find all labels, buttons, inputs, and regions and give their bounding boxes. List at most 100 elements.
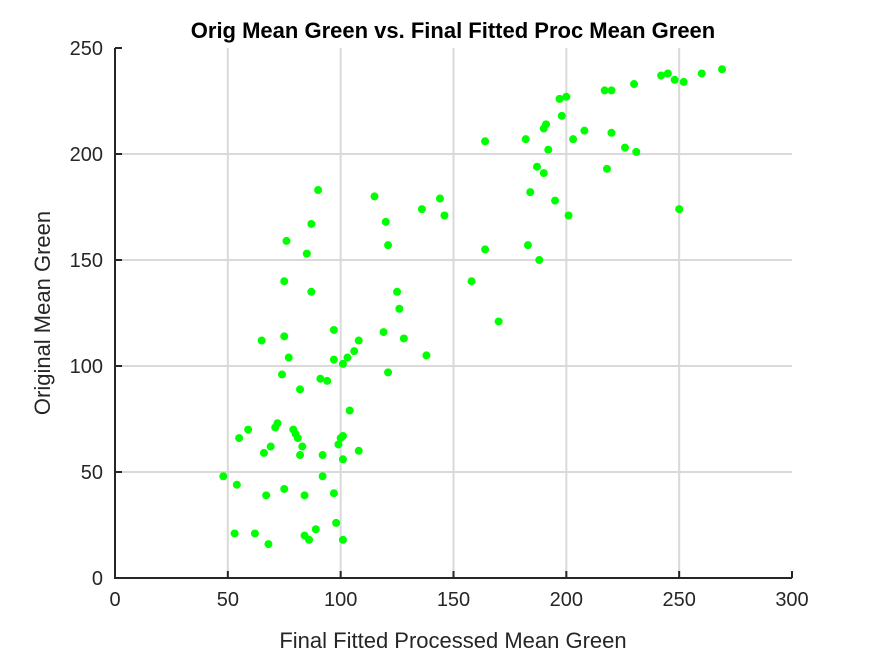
data-point: [338, 431, 347, 440]
data-point: [338, 535, 347, 544]
data-point: [332, 518, 341, 527]
data-point: [663, 69, 672, 78]
data-point: [467, 277, 476, 286]
data-point: [679, 77, 688, 86]
data-point: [395, 304, 404, 313]
data-point: [526, 188, 535, 197]
data-point: [250, 529, 259, 538]
y-tick-label: 100: [70, 356, 103, 378]
data-point: [257, 336, 266, 345]
data-point: [343, 353, 352, 362]
data-point: [523, 241, 532, 250]
data-point: [562, 92, 571, 101]
data-point: [280, 277, 289, 286]
data-point: [435, 194, 444, 203]
grid-lines: [115, 48, 792, 578]
data-point: [280, 332, 289, 341]
data-point: [284, 353, 293, 362]
data-point: [539, 169, 548, 178]
x-tick-label: 100: [324, 589, 357, 611]
data-points: [219, 65, 727, 549]
data-point: [329, 325, 338, 334]
x-tick-label: 50: [217, 589, 239, 611]
data-point: [230, 529, 239, 538]
data-point: [307, 219, 316, 228]
y-tick-label: 0: [92, 568, 103, 590]
x-axis-label: Final Fitted Processed Mean Green: [279, 628, 626, 653]
data-point: [670, 75, 679, 84]
data-point: [542, 120, 551, 129]
data-point: [602, 164, 611, 173]
data-point: [266, 442, 275, 451]
data-point: [569, 135, 578, 144]
data-point: [384, 368, 393, 377]
data-point: [422, 351, 431, 360]
data-point: [607, 86, 616, 95]
data-point: [535, 256, 544, 264]
y-axis-label: Original Mean Green: [30, 211, 55, 415]
tick-labels: 0 50 100 150 200 250 300 0 50 100 150 200 250: [70, 38, 809, 611]
data-point: [544, 145, 553, 154]
data-point: [314, 186, 323, 195]
data-point: [318, 472, 327, 481]
x-tick-label: 150: [437, 589, 470, 611]
data-point: [555, 94, 564, 103]
data-point: [580, 126, 589, 135]
data-point: [370, 192, 379, 201]
data-point: [338, 455, 347, 464]
data-point: [345, 406, 354, 415]
data-point: [532, 162, 541, 171]
data-point: [393, 287, 402, 296]
y-tick-label: 250: [70, 38, 103, 60]
data-point: [334, 440, 343, 449]
data-point: [399, 334, 408, 343]
data-point: [354, 336, 363, 345]
data-point: [235, 434, 244, 443]
y-tick-label: 150: [70, 250, 103, 272]
data-point: [557, 111, 566, 120]
axes: [114, 47, 793, 579]
x-tick-label: 300: [775, 589, 808, 611]
x-tick-label: 0: [109, 589, 120, 611]
data-point: [232, 480, 241, 489]
data-point: [280, 484, 289, 493]
y-tick-label: 200: [70, 144, 103, 166]
data-point: [384, 241, 393, 250]
data-point: [551, 196, 560, 205]
data-point: [621, 143, 630, 152]
data-point: [316, 374, 325, 383]
data-point: [298, 442, 307, 451]
data-point: [311, 525, 320, 534]
data-point: [521, 135, 530, 144]
data-point: [305, 535, 314, 544]
data-point: [632, 147, 641, 156]
data-point: [440, 211, 449, 220]
data-point: [329, 355, 338, 364]
data-point: [307, 287, 316, 296]
data-point: [381, 217, 390, 226]
data-point: [302, 249, 311, 258]
data-point: [350, 347, 359, 356]
data-point: [481, 245, 490, 254]
data-point: [296, 451, 305, 460]
data-point: [630, 80, 639, 89]
data-point: [282, 236, 291, 245]
chart-title: Orig Mean Green vs. Final Fitted Proc Me…: [191, 18, 715, 43]
data-point: [273, 419, 282, 428]
data-point: [417, 205, 426, 214]
data-point: [718, 65, 727, 74]
data-point: [300, 491, 309, 500]
data-point: [219, 472, 228, 481]
data-point: [262, 491, 271, 500]
data-point: [244, 425, 253, 434]
y-tick-label: 50: [81, 462, 103, 484]
data-point: [697, 69, 706, 78]
x-tick-label: 200: [550, 589, 583, 611]
data-point: [329, 489, 338, 498]
data-point: [481, 137, 490, 146]
data-point: [296, 385, 305, 394]
data-point: [494, 317, 503, 326]
data-point: [675, 205, 684, 214]
data-point: [379, 328, 388, 337]
data-point: [338, 359, 347, 368]
